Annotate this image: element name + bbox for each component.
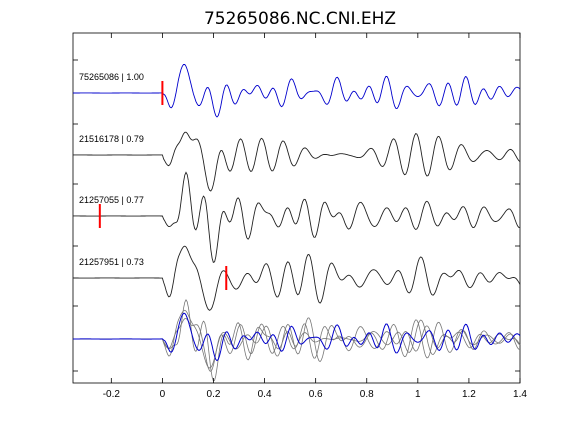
x-tick-label: 1.4	[513, 389, 527, 400]
trace-label: 21516178 | 0.79	[79, 134, 144, 144]
x-axis: -0.2 0 0.2 0.4 0.6 0.8 1 1.2 1.4	[103, 33, 527, 400]
trace-label: 21257055 | 0.77	[79, 195, 144, 205]
trace-2: 21516178 | 0.79	[73, 131, 521, 192]
x-tick-label: 0.8	[360, 389, 374, 400]
x-tick-label: 1.2	[462, 389, 476, 400]
x-tick-label: 1	[415, 389, 421, 400]
trace-label: 75265086 | 1.00	[79, 72, 144, 82]
waveform-line	[73, 131, 521, 192]
x-tick-label: -0.2	[103, 389, 121, 400]
waveform-line	[72, 245, 521, 311]
waveform-line	[73, 64, 521, 118]
traces-layer: 75265086 | 1.00 21516178 | 0.79 21257055 |…	[72, 64, 521, 382]
trace-4: 21257951 | 0.73	[72, 245, 521, 311]
stack-main-line	[73, 312, 521, 362]
trace-1: 75265086 | 1.00	[73, 64, 521, 118]
plot-area	[72, 32, 521, 384]
stack-overlay	[72, 298, 521, 382]
trace-label: 21257951 | 0.73	[79, 257, 144, 267]
x-tick-label: 0	[160, 389, 166, 400]
x-tick-label: 0.4	[258, 389, 272, 400]
x-tick-label: 0.6	[309, 389, 323, 400]
chart-title: 75265086.NC.CNI.EHZ	[204, 9, 396, 29]
x-tick-label: 0.2	[207, 389, 221, 400]
y-axis-ticks	[73, 59, 520, 372]
stack-line	[73, 317, 521, 372]
waveform-line	[73, 171, 520, 264]
trace-3: 21257055 | 0.77	[73, 171, 520, 264]
